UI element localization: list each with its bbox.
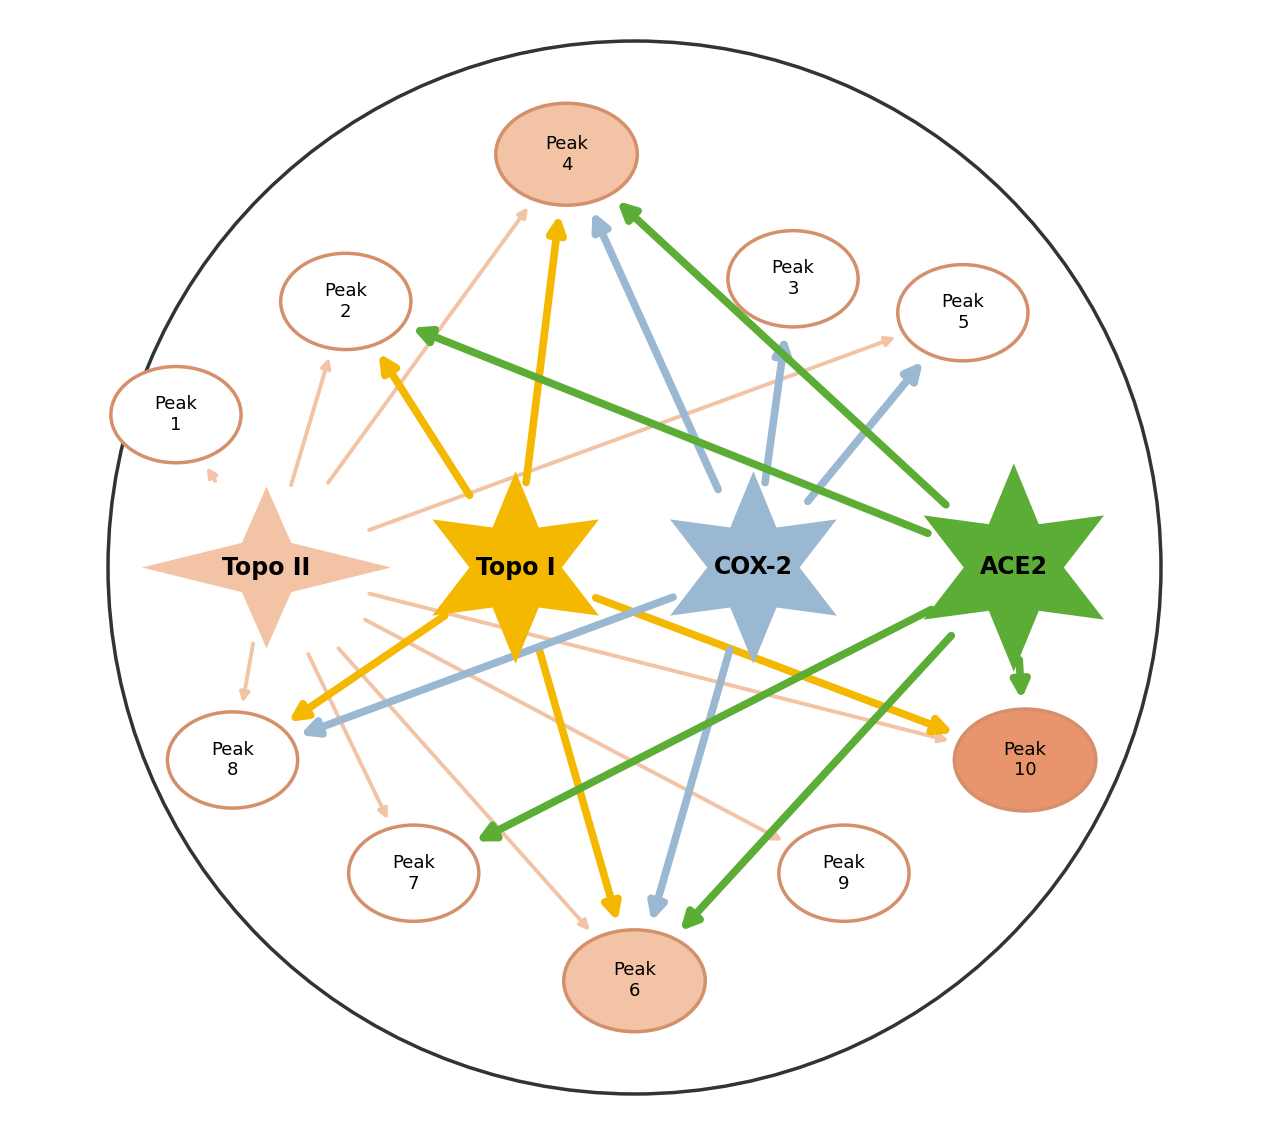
Ellipse shape [954, 709, 1096, 810]
Text: ACE2: ACE2 [980, 555, 1048, 580]
Text: COX-2: COX-2 [714, 555, 793, 580]
Text: Peak
8: Peak 8 [211, 740, 254, 780]
Text: Peak
4: Peak 4 [546, 135, 588, 174]
Text: Peak
5: Peak 5 [942, 293, 985, 333]
Ellipse shape [563, 930, 706, 1032]
Text: Peak
10: Peak 10 [1004, 740, 1047, 780]
Text: Peak
9: Peak 9 [822, 854, 865, 892]
Text: Peak
3: Peak 3 [772, 260, 815, 299]
Polygon shape [670, 471, 836, 664]
Ellipse shape [349, 825, 478, 922]
Ellipse shape [728, 230, 858, 327]
Ellipse shape [496, 103, 637, 205]
Polygon shape [924, 463, 1104, 672]
Ellipse shape [280, 253, 411, 350]
Polygon shape [433, 471, 599, 664]
Ellipse shape [110, 367, 241, 463]
Text: Topo II: Topo II [222, 555, 311, 580]
Text: Peak
7: Peak 7 [392, 854, 435, 892]
Ellipse shape [897, 264, 1028, 361]
Text: Peak
1: Peak 1 [155, 395, 198, 434]
Text: Topo I: Topo I [476, 555, 556, 580]
Ellipse shape [779, 825, 909, 922]
Text: Peak
6: Peak 6 [613, 961, 656, 1000]
Polygon shape [142, 487, 391, 648]
Ellipse shape [168, 712, 298, 808]
Text: Peak
2: Peak 2 [325, 281, 367, 321]
